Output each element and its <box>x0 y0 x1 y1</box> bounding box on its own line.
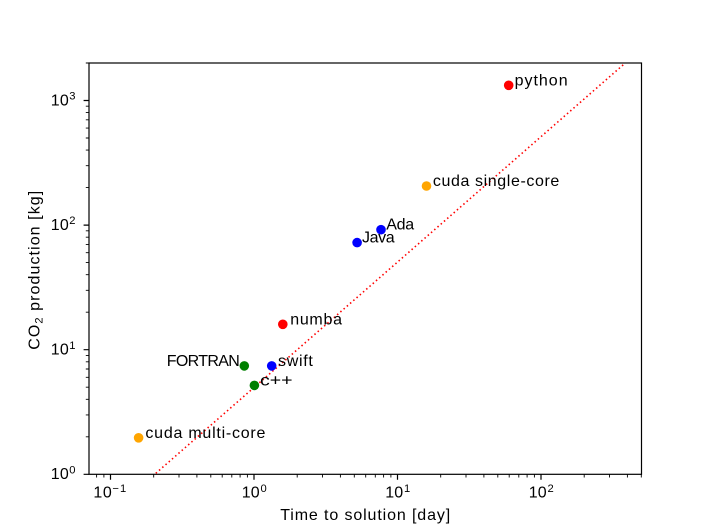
svg-text:10: 10 <box>385 485 403 502</box>
svg-text:10: 10 <box>529 485 547 502</box>
svg-text:python: python <box>515 72 568 89</box>
svg-text:3: 3 <box>69 91 75 103</box>
svg-text:0: 0 <box>261 483 267 495</box>
svg-text:10: 10 <box>51 92 69 109</box>
svg-text:−1: −1 <box>112 483 126 495</box>
svg-text:numba: numba <box>290 311 342 328</box>
svg-text:10: 10 <box>93 485 111 502</box>
svg-text:10: 10 <box>242 485 260 502</box>
svg-text:Ada: Ada <box>386 217 414 234</box>
svg-text:Java: Java <box>362 230 395 247</box>
svg-text:Time to solution [day]: Time to solution [day] <box>280 507 450 524</box>
svg-text:c++: c++ <box>260 372 293 389</box>
svg-text:0: 0 <box>69 464 75 476</box>
svg-text:cuda single-core: cuda single-core <box>433 173 559 190</box>
svg-text:10: 10 <box>51 217 69 234</box>
svg-text:10: 10 <box>51 466 69 483</box>
svg-text:2: 2 <box>548 483 554 495</box>
svg-text:10: 10 <box>51 342 69 359</box>
svg-text:CO2 production [kg]: CO2 production [kg] <box>27 191 46 350</box>
svg-text:1: 1 <box>69 340 75 352</box>
svg-text:FORTRAN: FORTRAN <box>167 353 240 370</box>
svg-text:1: 1 <box>404 483 410 495</box>
svg-text:cuda multi-core: cuda multi-core <box>145 425 265 442</box>
svg-text:2: 2 <box>69 215 75 227</box>
svg-text:swift: swift <box>278 353 313 370</box>
